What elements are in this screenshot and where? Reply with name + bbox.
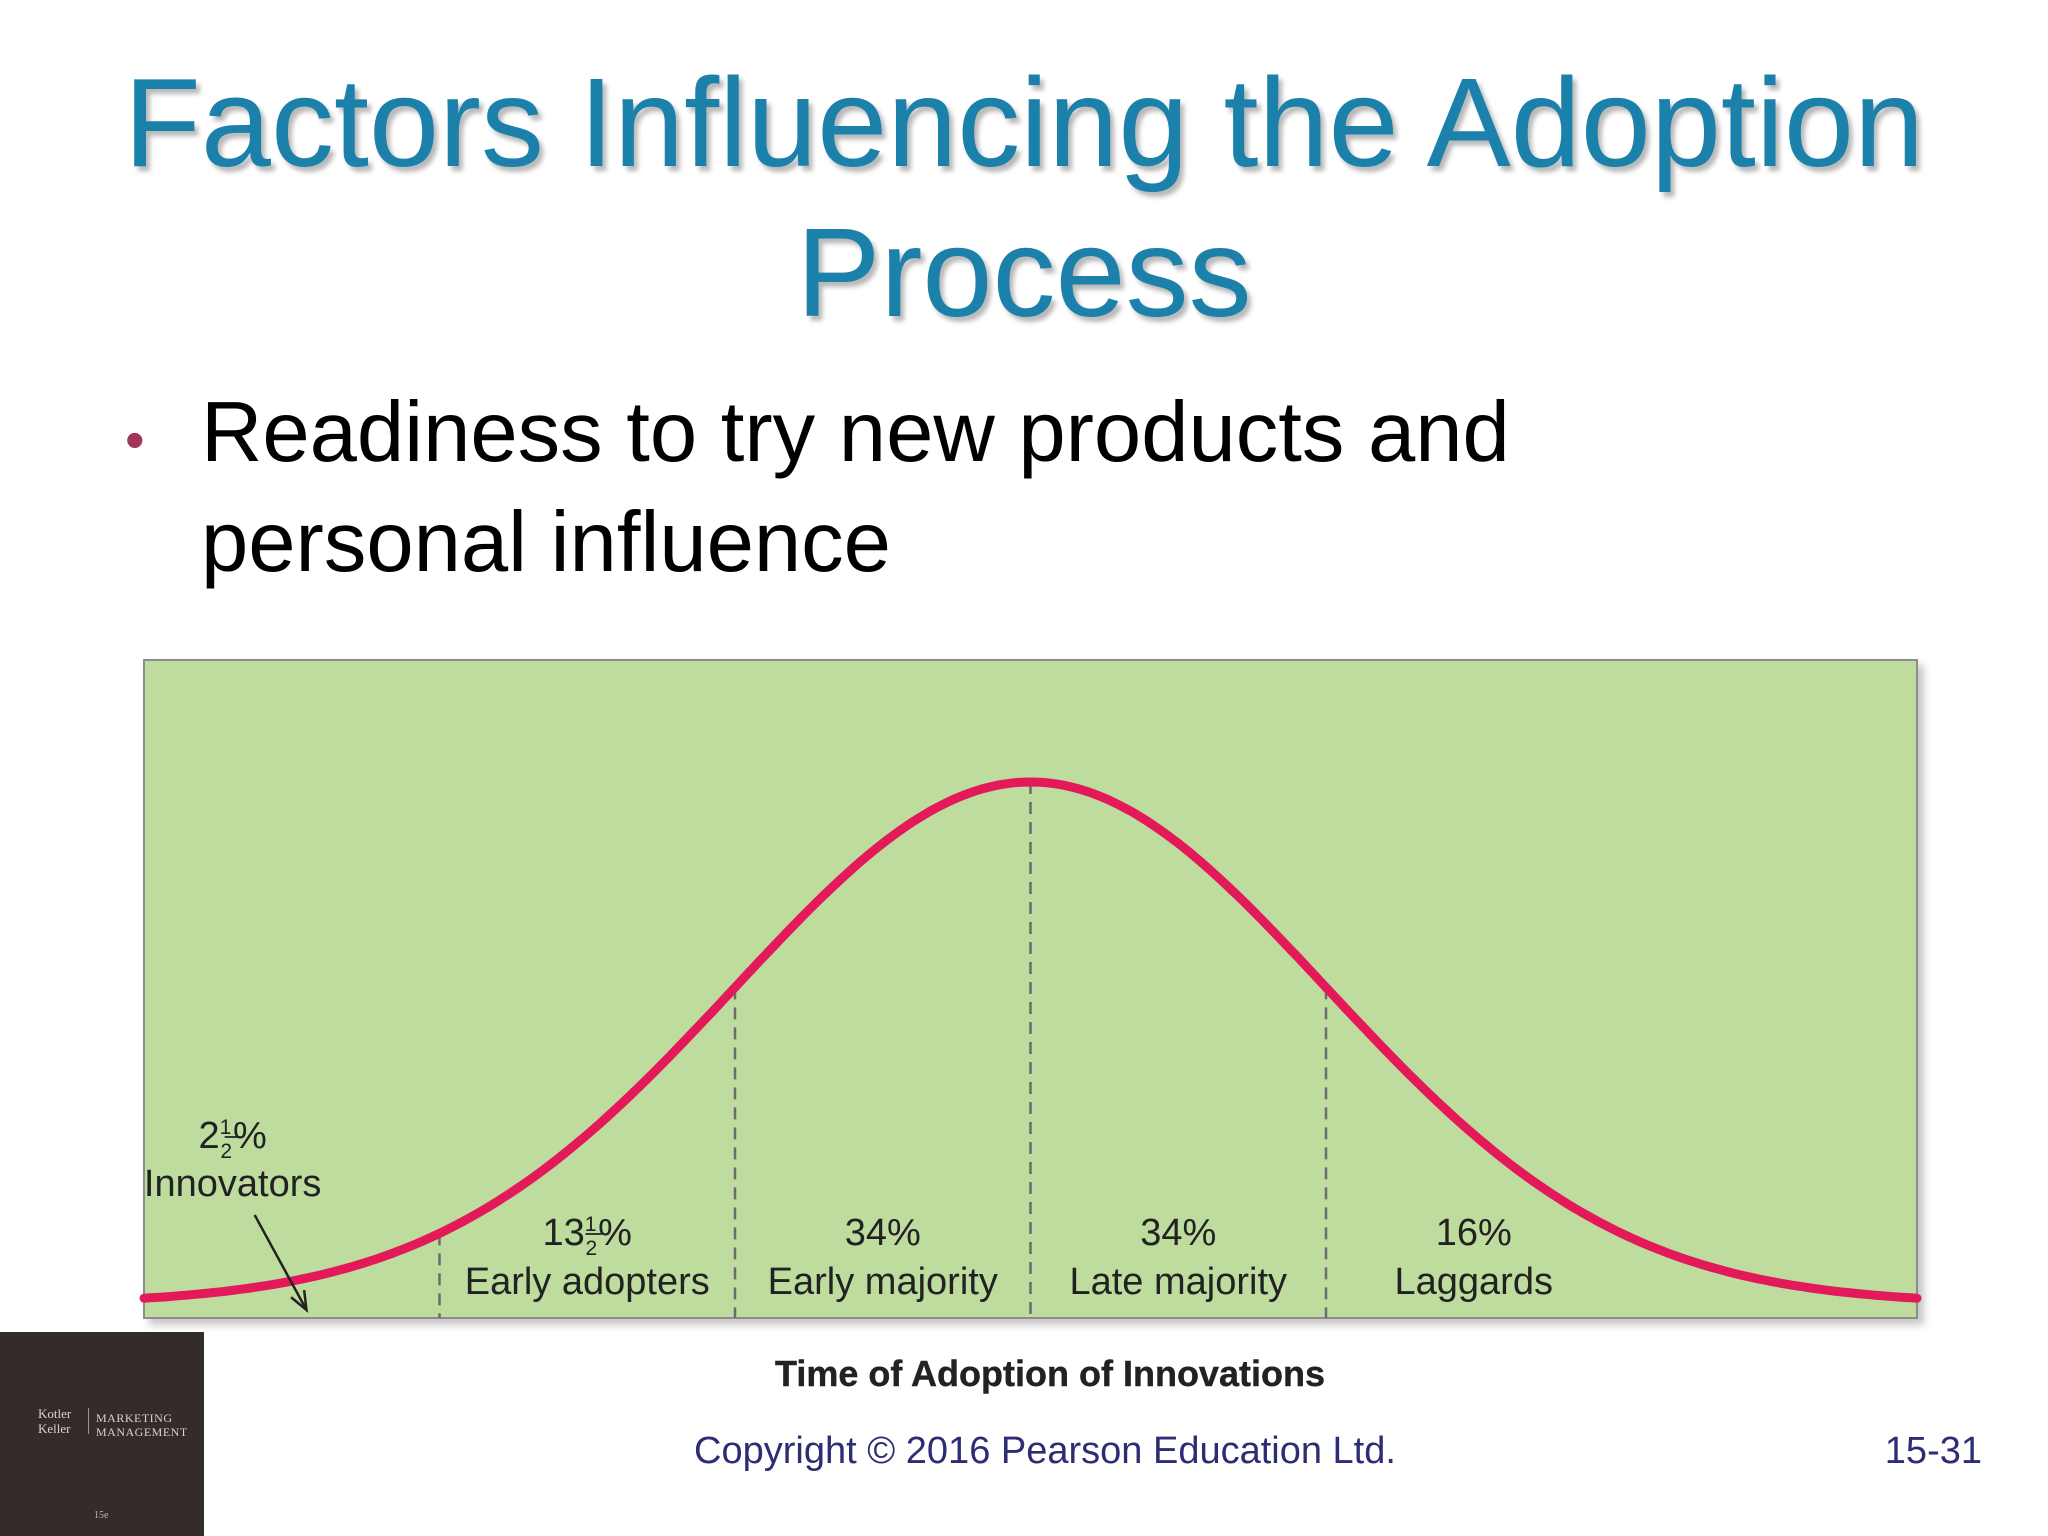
- slide-title: Factors Influencing the Adoption Process: [123, 52, 1925, 343]
- segment-label-late-majority: Late majority: [1069, 1261, 1287, 1303]
- logo-edition: 15e: [94, 1510, 109, 1521]
- adoption-curve-line: [139, 777, 1922, 1303]
- segment-share-early-adopters: 131 2%: [543, 1212, 632, 1260]
- bullet-text: Readiness to try new products and person…: [201, 385, 1510, 590]
- segment-share-laggards: 16%: [1436, 1212, 1512, 1254]
- x-axis-label: Time of Adoption of Innovations: [775, 1353, 1325, 1394]
- segment-share-innovators: 21 2%: [198, 1115, 266, 1163]
- innovators-arrowhead-icon: [290, 1289, 309, 1313]
- segment-share-late-majority: 34%: [1140, 1212, 1216, 1254]
- segment-label-laggards: Laggards: [1395, 1261, 1553, 1303]
- bullet-dot-icon: •: [125, 408, 145, 471]
- segment-label-innovators: Innovators: [144, 1163, 321, 1205]
- logo-book-title: MARKETING MANAGEMENT: [96, 1411, 188, 1439]
- logo-authors: Kotler Keller: [38, 1406, 72, 1436]
- innovators-pointer-arrow: [253, 1214, 308, 1311]
- segment-label-early-adopters: Early adopters: [465, 1261, 710, 1303]
- book-logo: Kotler Keller MARKETING MANAGEMENT 15e: [0, 1332, 204, 1536]
- slide-number: 15-31: [1884, 1430, 1982, 1472]
- adoption-curve-chart: 21 2%Innovators 131 2%Early adopters 34% Earl…: [139, 659, 1922, 1394]
- segment-share-early-majority: 34%: [845, 1212, 921, 1254]
- logo-divider: [88, 1408, 89, 1434]
- copyright-notice: Copyright © 2016 Pearson Education Ltd.: [694, 1430, 1396, 1472]
- segment-label-early-majority: Early majority: [768, 1261, 998, 1303]
